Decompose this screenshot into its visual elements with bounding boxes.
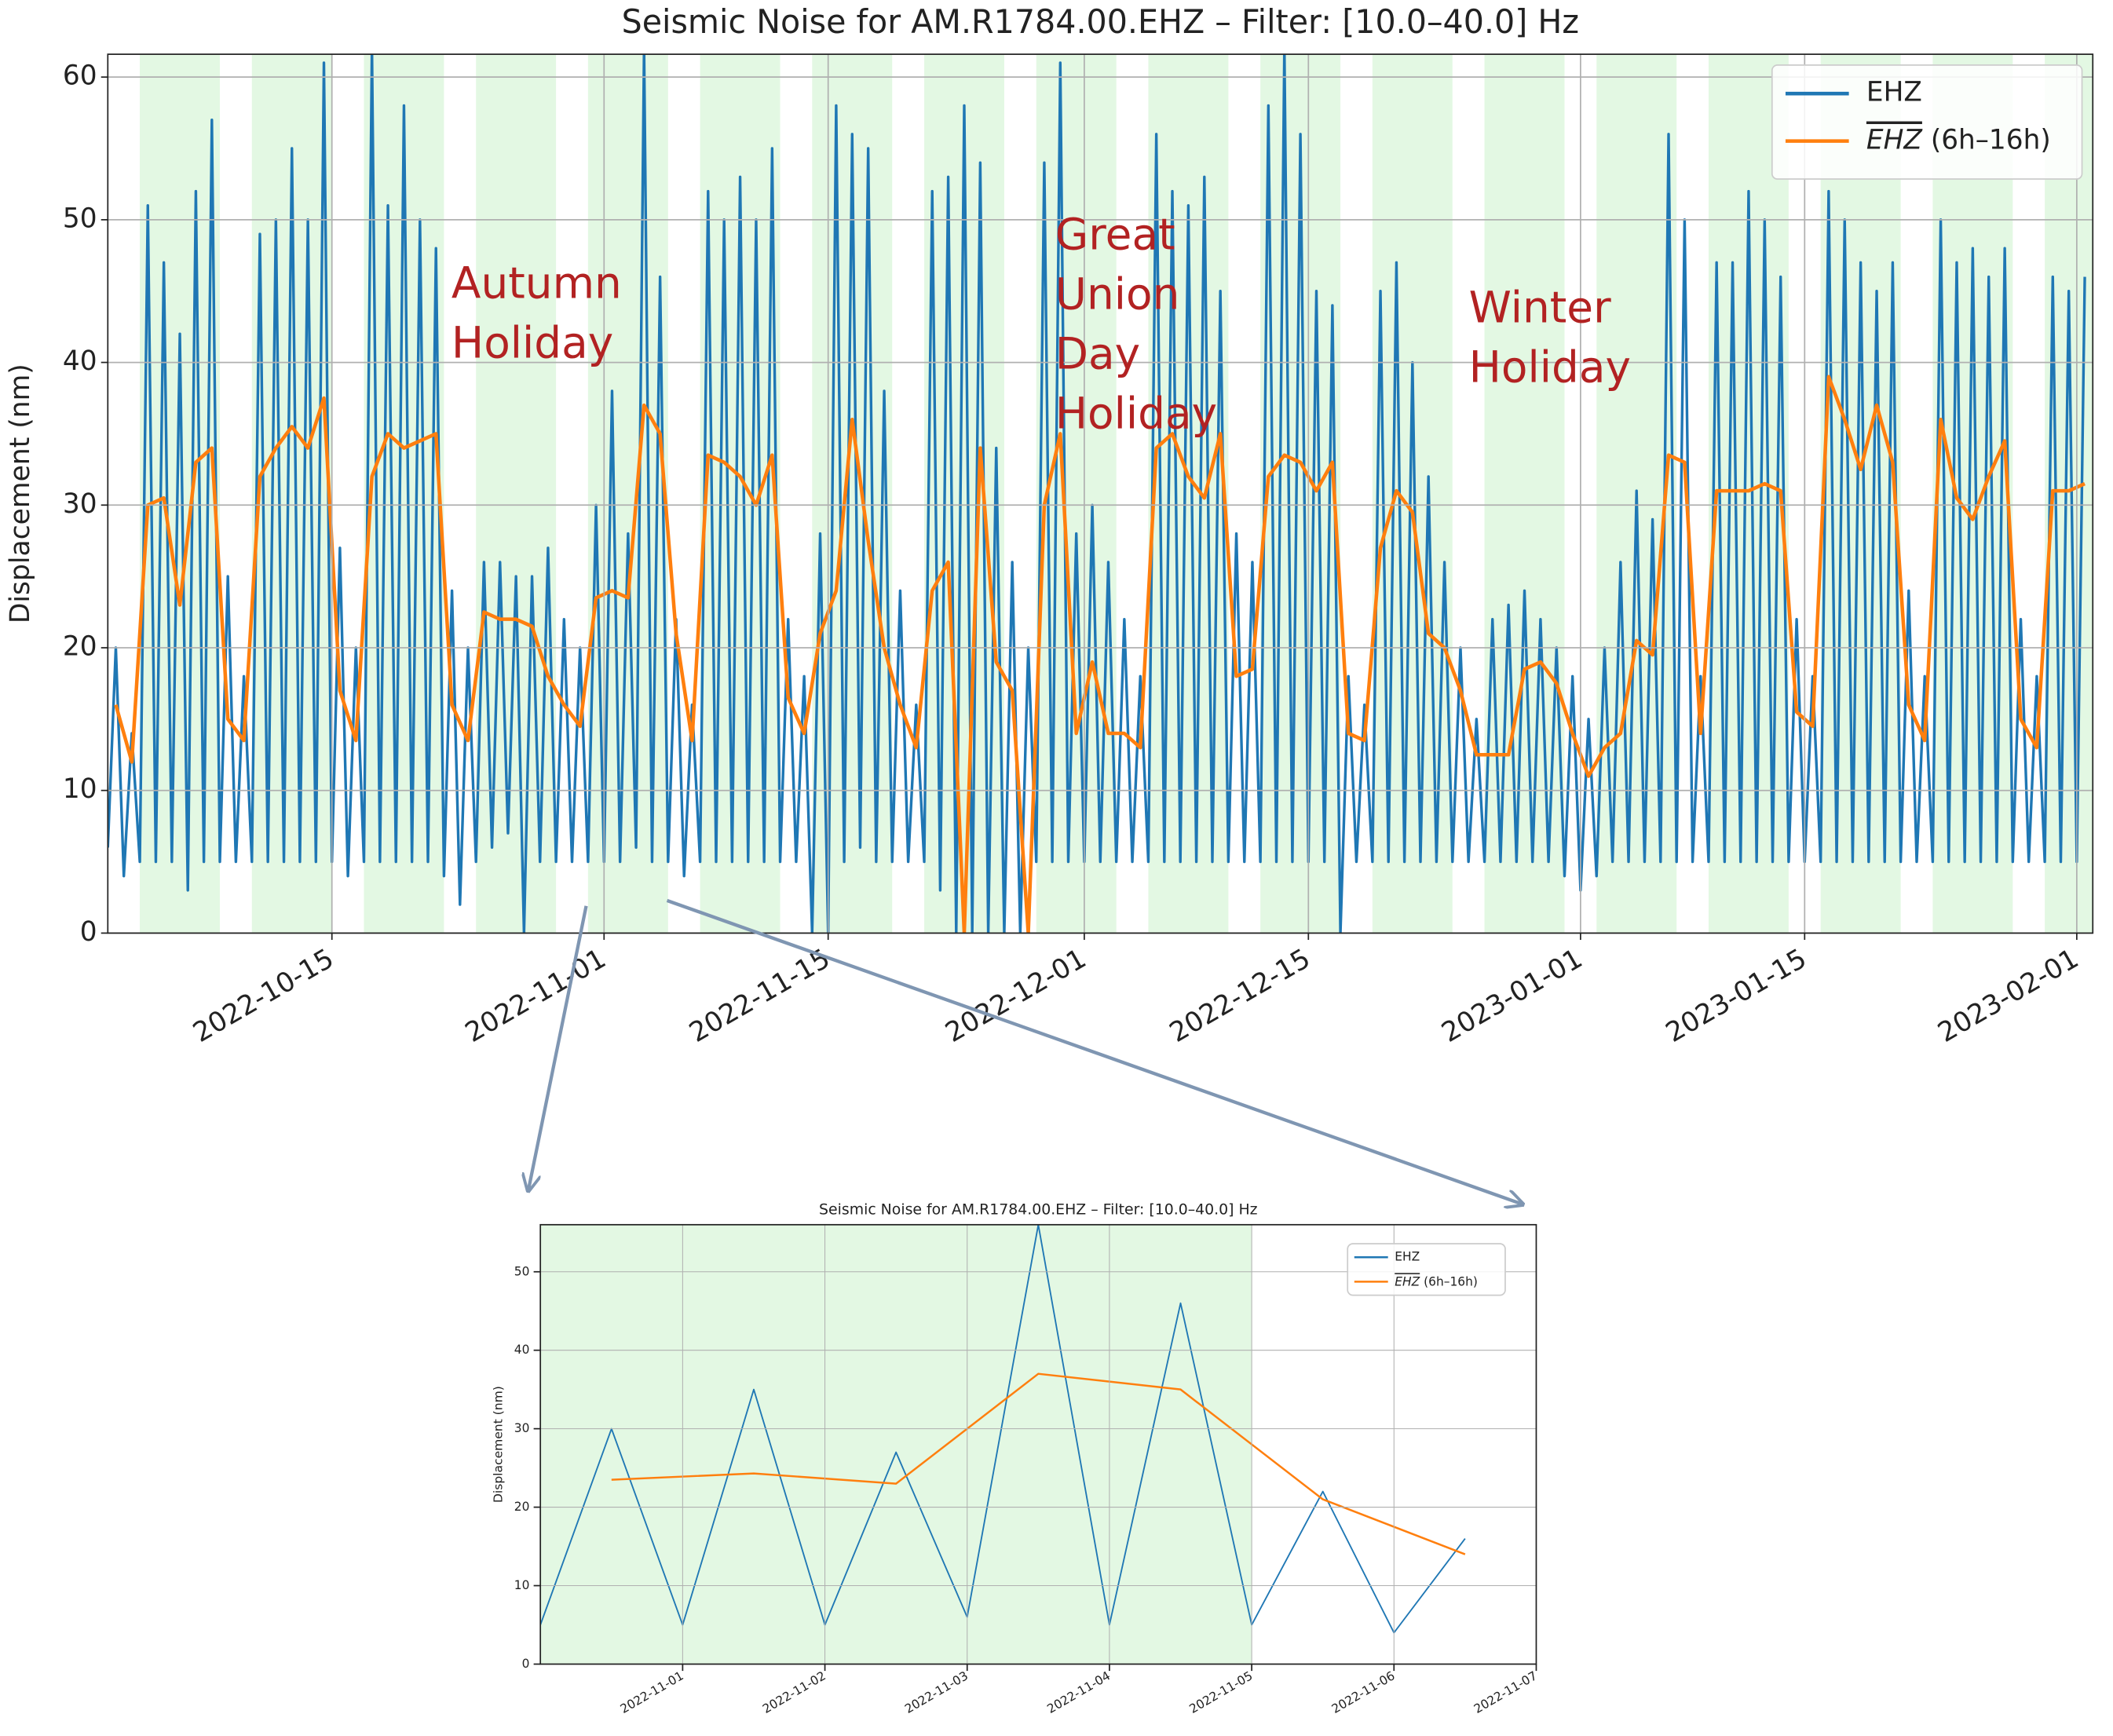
y-tick-label: 10 [514,1578,530,1592]
weekday-shade [540,1224,1252,1665]
series-line [114,375,2086,934]
plot-clip [540,1224,1466,1665]
x-tick-label: 2022-11-03 [902,1668,971,1716]
zoom-arrow [666,898,1523,1204]
plot-area: 0 10 20 30 40 50 2022-11-01 2022-11-02 2022-11-0… [492,1201,1540,1716]
weekday-shade [1932,54,2013,934]
y-tick-label: 30 [63,488,97,520]
x-tick-label: 2022-10-15 [188,943,339,1049]
weekday-shade [1820,54,1901,934]
plot-frame [539,1223,1537,1665]
chart-title: Seismic Noise for AM.R1784.00.EHZ – Filt… [622,3,1579,41]
legend-label: EHZ (6h–16h) [1395,1274,1478,1288]
y-tick-label: 50 [514,1264,530,1278]
x-tick-label: 2022-11-07 [1471,1668,1540,1716]
legend-label: EHZ [1395,1250,1420,1264]
x-tick-label: 2022-12-15 [1164,943,1316,1049]
x-tick-label: 2022-11-05 [1187,1668,1256,1716]
x-tick-label: 2022-11-01 [460,943,612,1049]
y-tick-label: 20 [63,630,97,662]
annotation: Holiday [1055,388,1217,438]
zoom-arrow [528,905,588,1191]
y-axis-label: Displacement (nm) [5,364,36,623]
legend-label: EHZ [1866,77,1922,108]
annotation: Autumn [451,258,622,308]
y-axis-label: Displacement (nm) [492,1386,506,1503]
x-tick-label: 2022-11-01 [618,1668,686,1716]
y-tick-label: 0 [80,916,97,948]
x-tick-label: 2022-11-06 [1329,1668,1398,1716]
plot-area: 0 10 20 30 40 50 60 2022-10-15 2022-11-01 2022-11… [5,3,2094,1049]
series-line [611,1372,1466,1555]
x-tick-label: 2023-02-01 [1932,943,2084,1049]
plot-clip [108,54,2093,934]
annotation: Union [1055,269,1180,319]
y-tick-label: 10 [63,773,97,805]
legend-box [1771,64,2083,180]
annotation: Day [1055,328,1140,378]
x-tick-label: 2022-11-02 [760,1668,828,1716]
annotation: Holiday [451,317,613,367]
weekday-shade [476,54,557,934]
x-tick-label: 2023-01-01 [1436,943,1588,1049]
y-tick-label: 20 [514,1500,530,1514]
x-tick-label: 2023-01-15 [1661,943,1812,1049]
x-tick-label: 2022-11-04 [1044,1668,1113,1716]
weekday-shade [1484,54,1565,934]
legend-label: EHZ (6h–16h) [1866,124,2051,155]
x-tick-label: 2022-11-15 [684,943,835,1049]
annotation: Holiday [1469,342,1631,393]
weekday-shade [1148,54,1229,934]
chart-title: Seismic Noise for AM.R1784.00.EHZ – Filt… [819,1201,1258,1218]
y-tick-label: 0 [522,1657,530,1671]
y-tick-label: 60 [63,60,97,92]
annotation: Winter [1469,283,1611,333]
plot-frame [107,53,2094,934]
y-tick-label: 40 [514,1343,530,1357]
x-tick-label: 2022-12-01 [940,943,1091,1049]
y-tick-label: 50 [63,203,97,234]
annotation: Great [1055,209,1175,259]
y-tick-label: 40 [63,345,97,377]
y-tick-label: 30 [514,1421,530,1435]
